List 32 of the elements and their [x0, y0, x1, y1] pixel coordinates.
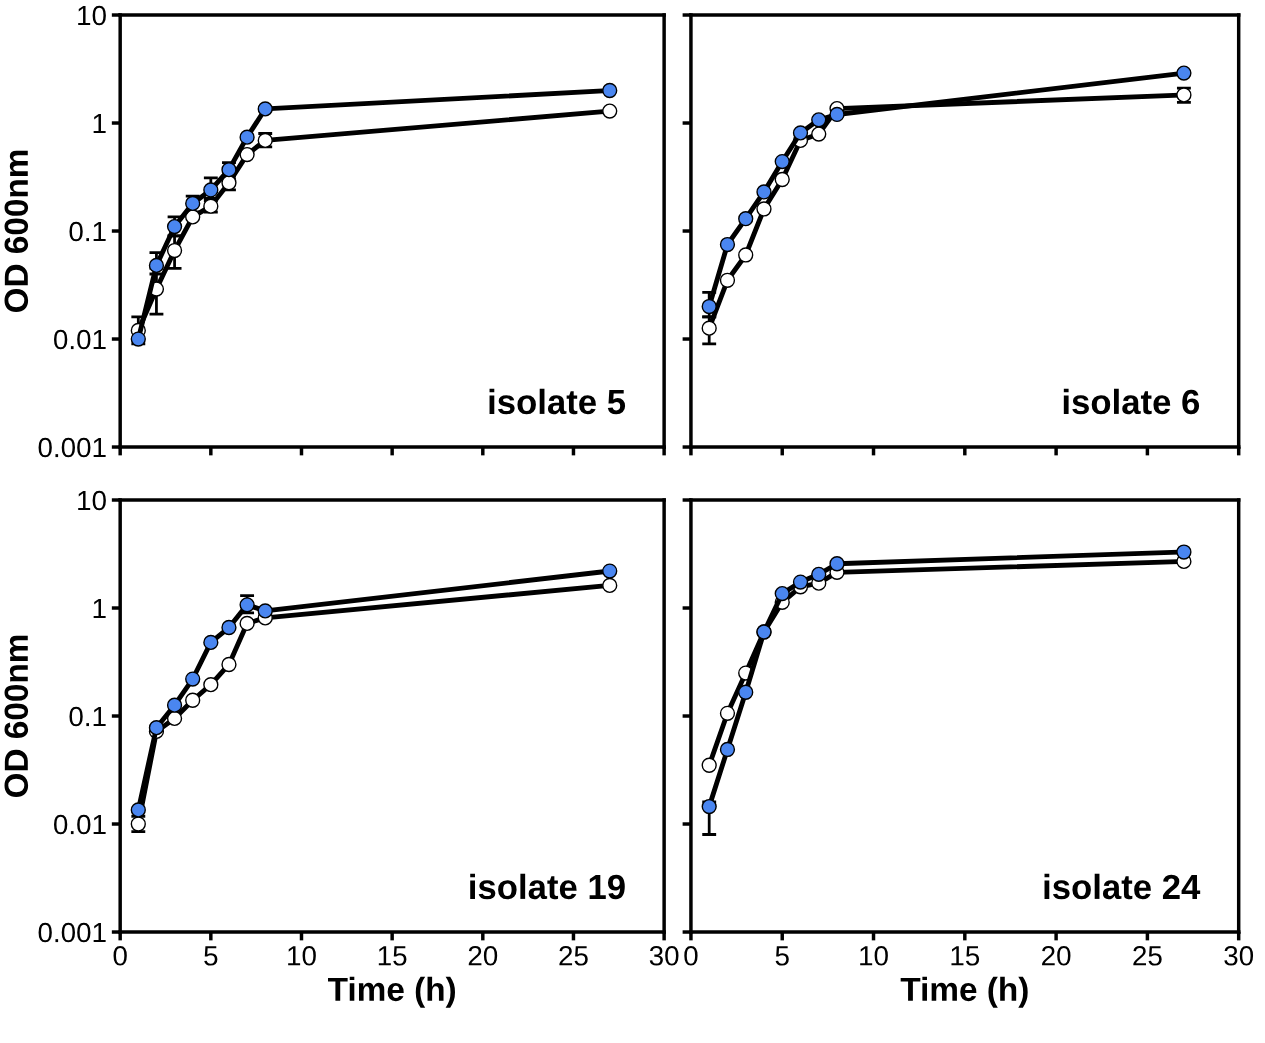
- x-tick-label: 15: [951, 946, 980, 966]
- x-tick-label: 10: [288, 945, 316, 966]
- x-tick-label: 25: [1133, 945, 1162, 966]
- y-tick-label: 10: [78, 490, 106, 511]
- annotation: isolate 5: [489, 388, 626, 415]
- y-tick-label: 10: [78, 5, 106, 26]
- y-tick-label: 0.01: [54, 814, 106, 835]
- y-tick-label: 0.001: [38, 922, 106, 943]
- y-tick-label: 0.1: [69, 221, 106, 242]
- y-tick-label: 0.001: [38, 437, 106, 458]
- x-tick-label: 15: [378, 946, 407, 966]
- annotation: isolate 6: [1063, 388, 1200, 415]
- y-tick-label: 0.1: [69, 706, 106, 727]
- annotation: isolate 24: [1044, 873, 1201, 900]
- x-tick-label: 25: [559, 945, 588, 966]
- x-tick-label: 10: [860, 945, 888, 966]
- x-tick-label: 30: [649, 945, 679, 966]
- x-axis-title: Time (h): [328, 976, 456, 1008]
- x-tick-label: 0: [113, 945, 127, 966]
- x-tick-label: 20: [468, 945, 498, 966]
- y-tick-label: 1: [93, 113, 106, 134]
- y-axis-title: OD 600nm: [4, 150, 29, 313]
- x-tick-label: 30: [1224, 945, 1254, 966]
- y-tick-label: 1: [93, 598, 106, 619]
- x-tick-label: 5: [204, 946, 218, 966]
- x-tick-label: 20: [1042, 945, 1071, 966]
- x-axis-title: Time (h): [900, 976, 1028, 1008]
- y-axis-title: OD 600nm: [4, 635, 29, 798]
- x-tick-label: 0: [684, 945, 698, 966]
- x-tick-label: 5: [775, 946, 789, 966]
- y-tick-label: 0.01: [54, 329, 106, 350]
- annotation: isolate 19: [470, 873, 625, 900]
